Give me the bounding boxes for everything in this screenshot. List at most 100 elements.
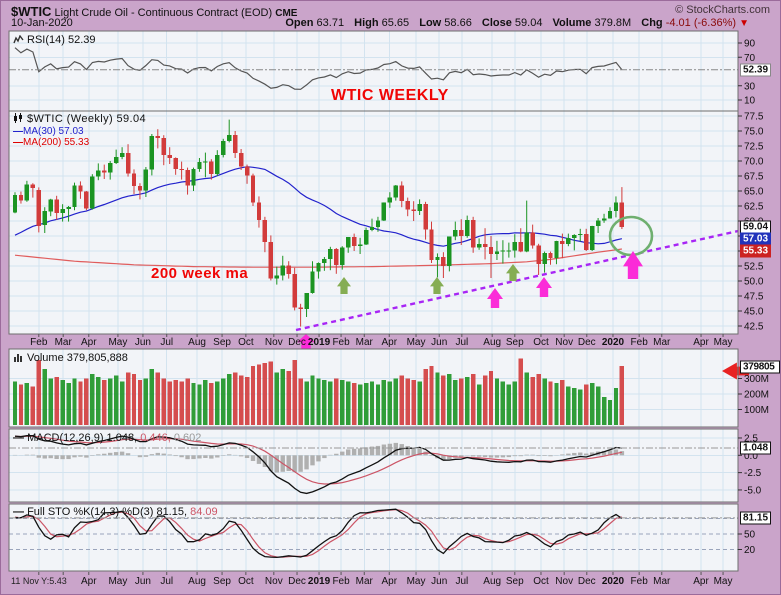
- axis-tick-label: 50.0: [744, 277, 764, 288]
- ma200-annotation: 200 week ma: [151, 265, 249, 282]
- month-label: Apr: [693, 337, 709, 348]
- axis-tick-label: 100M: [744, 405, 769, 416]
- bar-chart-icon: [13, 353, 24, 365]
- macd-signal-line: [14, 435, 623, 485]
- month-label: Nov: [555, 576, 573, 587]
- month-label: 2019: [308, 576, 331, 587]
- month-label: 2020: [602, 337, 625, 348]
- rsi-line: [14, 47, 623, 90]
- sto-panel-label: — Full STO %K(14,3) %D(3) 81.15, 84.09: [13, 506, 218, 518]
- axis-tick-label: 75.0: [744, 127, 764, 138]
- axis-tick-label: -5.0: [744, 485, 762, 496]
- ma30-line-icon: —: [13, 126, 23, 137]
- macd-panel-label: — MACD(12,26,9) 1.048, 0.446, 0.602: [13, 432, 201, 444]
- month-label: Feb: [332, 576, 350, 587]
- month-label: Nov: [555, 337, 573, 348]
- month-label: May: [108, 337, 127, 348]
- ma30-legend: —MA(30) 57.03: [13, 126, 146, 137]
- month-label: Apr: [693, 576, 709, 587]
- ma200-line-icon: —: [13, 137, 23, 148]
- axis-tick-label: 0.0: [744, 451, 758, 462]
- month-label: Feb: [631, 576, 649, 587]
- month-label: Dec: [288, 576, 306, 587]
- month-label: Apr: [381, 337, 397, 348]
- green-arrow: [337, 277, 351, 294]
- axis-tick-label: 20: [744, 545, 756, 556]
- month-label: May: [407, 337, 426, 348]
- open-label: Open: [285, 17, 314, 29]
- rsi-label-text: RSI(14) 52.39: [27, 34, 96, 46]
- month-label: Feb: [631, 337, 649, 348]
- axis-tick-label: 52.5: [744, 262, 764, 273]
- exchange-label: CME: [275, 8, 298, 19]
- sto-line-icon: —: [13, 506, 24, 518]
- month-label: Aug: [483, 576, 501, 587]
- macd-last-value-box: 1.048: [740, 441, 772, 455]
- axis-tick-label: 10: [744, 96, 756, 107]
- month-label: Jul: [455, 337, 468, 348]
- month-label: May: [108, 576, 127, 587]
- month-label: Jun: [135, 576, 151, 587]
- month-label: Jul: [160, 337, 173, 348]
- macd-label-text: MACD(12,26,9) 1.048,: [27, 432, 138, 444]
- month-label: Sep: [506, 337, 524, 348]
- month-label: Sep: [213, 576, 231, 587]
- magenta-arrow: [623, 251, 643, 279]
- macd-hist-value: 0.602: [173, 432, 202, 444]
- magenta-arrow: [487, 288, 503, 308]
- sto-last-value-box: 81.15: [740, 511, 772, 525]
- axis-tick-label: 50: [744, 530, 756, 541]
- high-label: High: [354, 17, 379, 29]
- chg-value: -4.01 (-6.36%): [665, 17, 737, 29]
- rsi-panel: [9, 31, 738, 111]
- month-label: Sep: [506, 576, 524, 587]
- month-label: Jul: [455, 576, 468, 587]
- macd-line: [14, 434, 622, 495]
- price-legend: $WTIC (Weekly) 59.04 —MA(30) 57.03 —MA(2…: [13, 113, 146, 148]
- month-label: Dec: [578, 337, 596, 348]
- month-label: Apr: [381, 576, 397, 587]
- month-label: Jun: [135, 337, 151, 348]
- magenta-arrow: [536, 277, 552, 297]
- instrument-title: Light Crude Oil - Continuous Contract (E…: [54, 7, 273, 19]
- month-label: Apr: [81, 337, 97, 348]
- month-label: Sep: [213, 337, 231, 348]
- axis-tick-label: 77.5: [744, 112, 764, 123]
- month-label: Nov: [265, 576, 283, 587]
- open-value: 63.71: [316, 17, 345, 29]
- ma200-last-value-box: 55.33: [740, 244, 772, 258]
- macd-signal-value: 0.446,: [140, 432, 171, 444]
- green-arrow: [506, 264, 520, 281]
- candles: [12, 119, 625, 327]
- axis-tick-label: 70: [744, 53, 756, 64]
- axis-tick-label: 67.5: [744, 172, 764, 183]
- axis-tick-label: 42.5: [744, 322, 764, 333]
- copyright: © StockCharts.com: [675, 4, 770, 16]
- sto-label-text: Full STO %K(14,3) %D(3) 81.15,: [27, 506, 188, 518]
- month-label: 2020: [602, 576, 625, 587]
- month-label: Jul: [160, 576, 173, 587]
- volume-label: Volume: [552, 17, 592, 29]
- chg-down-icon: ▼: [739, 18, 749, 29]
- volume-last-value-box: 379805: [740, 360, 780, 374]
- month-label: May: [714, 337, 733, 348]
- month-label: Apr: [81, 576, 97, 587]
- month-label: May: [714, 576, 733, 587]
- sto-k-line: [14, 508, 623, 559]
- chart-date: 10-Jan-2020: [11, 17, 73, 29]
- close-value: 59.04: [514, 17, 543, 29]
- volume-label-text: Volume 379,805,888: [27, 352, 128, 364]
- month-label: Mar: [356, 576, 374, 587]
- month-label: Oct: [533, 576, 549, 587]
- close-label: Close: [481, 17, 512, 29]
- high-value: 65.65: [381, 17, 410, 29]
- month-label: Mar: [653, 576, 671, 587]
- axis-tick-label: 300M: [744, 374, 769, 385]
- axis-tick-label: 65.0: [744, 187, 764, 198]
- volume-value: 379.8M: [594, 17, 632, 29]
- axis-tick-label: 90: [744, 39, 756, 50]
- month-label: May: [407, 576, 426, 587]
- rsi-last-value-box: 52.39: [740, 63, 772, 77]
